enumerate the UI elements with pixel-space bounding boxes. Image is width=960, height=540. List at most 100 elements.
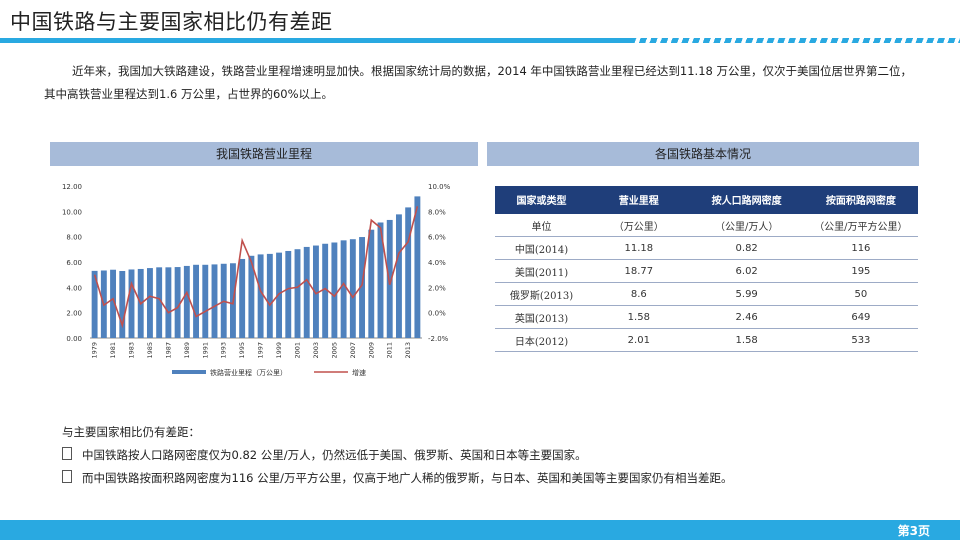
y-right-tick-label: 8.0% [428, 208, 446, 216]
x-tick-label: 1983 [128, 342, 136, 359]
y-right-tick-label: 2.0% [428, 284, 446, 292]
table-cell: 195 [803, 259, 918, 283]
chart-bar [239, 258, 246, 338]
table-cell: 116 [803, 236, 918, 260]
y-left-tick-label: 8.00 [66, 234, 82, 242]
table-cell: 英国(2013) [495, 305, 589, 329]
chart-bar [266, 253, 273, 338]
chart-bar [156, 267, 163, 338]
table-cell: 2.01 [588, 328, 690, 352]
table-cell: 6.02 [689, 259, 804, 283]
table-cell: 日本(2012) [495, 328, 589, 352]
chart-bar [331, 242, 338, 338]
page-number: 第3页 [897, 524, 930, 538]
table-cell: 0.82 [689, 236, 804, 260]
chart-bar [414, 196, 421, 338]
x-tick-label: 1997 [257, 342, 265, 359]
table-cell: （公里/万人） [689, 213, 804, 237]
table-cell: 8.6 [588, 282, 690, 306]
chart-bar [165, 267, 172, 338]
table-cell: 中国(2014) [495, 236, 589, 260]
table-row: 美国(2011) 18.77 6.02 195 [495, 259, 918, 283]
legend-label-line: 增速 [352, 368, 366, 377]
notes-block: 与主要国家相比仍有差距： 中国铁路按人口路网密度仅为0.82 公里/万人，仍然远… [62, 421, 732, 490]
x-tick-label: 1979 [91, 342, 99, 359]
x-tick-label: 2005 [330, 342, 338, 359]
x-tick-label: 2009 [367, 342, 375, 359]
footer-bar: 第3页 [0, 520, 960, 540]
legend-swatch-bars [172, 370, 206, 374]
table-row: 中国(2014) 11.18 0.82 116 [495, 236, 918, 260]
x-tick-label: 2007 [349, 342, 357, 359]
x-tick-label: 2013 [404, 342, 412, 359]
table-cell: （万公里） [588, 213, 690, 237]
legend-label-bars: 铁路营业里程（万公里） [210, 368, 287, 377]
table-cell: 5.99 [689, 282, 804, 306]
table-cell: 1.58 [588, 305, 690, 329]
x-tick-label: 1999 [275, 342, 283, 359]
table-row: 英国(2013) 1.58 2.46 649 [495, 305, 918, 329]
title-underline-stripes [630, 38, 960, 43]
table-cell: 533 [803, 328, 918, 352]
chart-bar [303, 246, 310, 338]
note-item: 中国铁路按人口路网密度仅为0.82 公里/万人，仍然远低于美国、俄罗斯、英国和日… [62, 444, 732, 467]
y-right-tick-label: 0.0% [428, 310, 446, 318]
table-cell: 美国(2011) [495, 259, 589, 283]
table-units-row: 单位 （万公里） （公里/万人） （公里/万平方公里） [495, 213, 918, 237]
chart-bar [128, 269, 135, 338]
table-cell: 11.18 [588, 236, 690, 260]
chart-bar [386, 219, 393, 338]
table-cell: 单位 [495, 213, 589, 237]
table-header-row: 国家或类型 营业里程 按人口路网密度 按面积路网密度 [495, 186, 918, 214]
table-cell: 649 [803, 305, 918, 329]
chart-bar [312, 245, 319, 338]
table-header-cell: 按面积路网密度 [803, 186, 918, 214]
note-text: 中国铁路按人口路网密度仅为0.82 公里/万人，仍然远低于美国、俄罗斯、英国和日… [82, 448, 587, 462]
note-text: 而中国铁路按面积路网密度为116 公里/万平方公里，仅高于地广人稀的俄罗斯，与日… [82, 471, 733, 485]
chart-bar [193, 264, 200, 338]
table-cell: （公里/万平方公里） [803, 213, 918, 237]
title-underline-solid [0, 38, 630, 43]
x-tick-label: 2011 [386, 342, 394, 359]
table-cell: 50 [803, 282, 918, 306]
chart-bar [340, 240, 347, 338]
y-right-tick-label: 4.0% [428, 259, 446, 267]
x-tick-label: 1985 [146, 342, 154, 359]
chart-bar [395, 214, 402, 338]
chart-bar [146, 268, 153, 338]
chart-bar [368, 229, 375, 338]
x-tick-label: 2001 [294, 342, 302, 359]
x-tick-label: 1989 [183, 342, 191, 359]
bullet-icon [62, 447, 72, 460]
chart-bar [257, 254, 264, 338]
chart-panel-title: 我国铁路营业里程 [50, 142, 478, 166]
table-row: 日本(2012) 2.01 1.58 533 [495, 328, 918, 352]
chart-bar [405, 207, 412, 338]
y-left-tick-label: 0.00 [66, 335, 82, 343]
table-header-cell: 按人口路网密度 [689, 186, 804, 214]
table-cell: 1.58 [689, 328, 804, 352]
page-title: 中国铁路与主要国家相比仍有差距 [10, 10, 333, 34]
railway-mileage-chart: 0.00 2.00 4.00 6.00 8.00 10.00 12.00 -2.0% 0.0% 2… [62, 183, 451, 377]
bullet-icon [62, 470, 72, 483]
table-cell: 2.46 [689, 305, 804, 329]
table-header-cell: 国家或类型 [495, 186, 589, 214]
chart-bar [119, 270, 126, 338]
y-right-tick-label: 6.0% [428, 234, 446, 242]
notes-heading: 与主要国家相比仍有差距： [62, 425, 200, 439]
y-right-tick-label: -2.0% [428, 335, 449, 343]
x-tick-label: 1987 [164, 342, 172, 359]
table-header-cell: 营业里程 [588, 186, 690, 214]
y-left-tick-label: 4.00 [66, 284, 82, 292]
y-left-tick-label: 12.00 [62, 183, 82, 191]
note-item: 而中国铁路按面积路网密度为116 公里/万平方公里，仅高于地广人稀的俄罗斯，与日… [62, 467, 732, 490]
chart-bar [183, 265, 190, 338]
chart-bar [202, 264, 209, 338]
chart-bar [211, 264, 218, 338]
x-tick-label: 1995 [238, 342, 246, 359]
chart-bar [285, 250, 292, 338]
table-cell: 18.77 [588, 259, 690, 283]
title-underline [0, 38, 960, 43]
chart-bar [110, 269, 117, 338]
chart-bar [377, 222, 384, 338]
